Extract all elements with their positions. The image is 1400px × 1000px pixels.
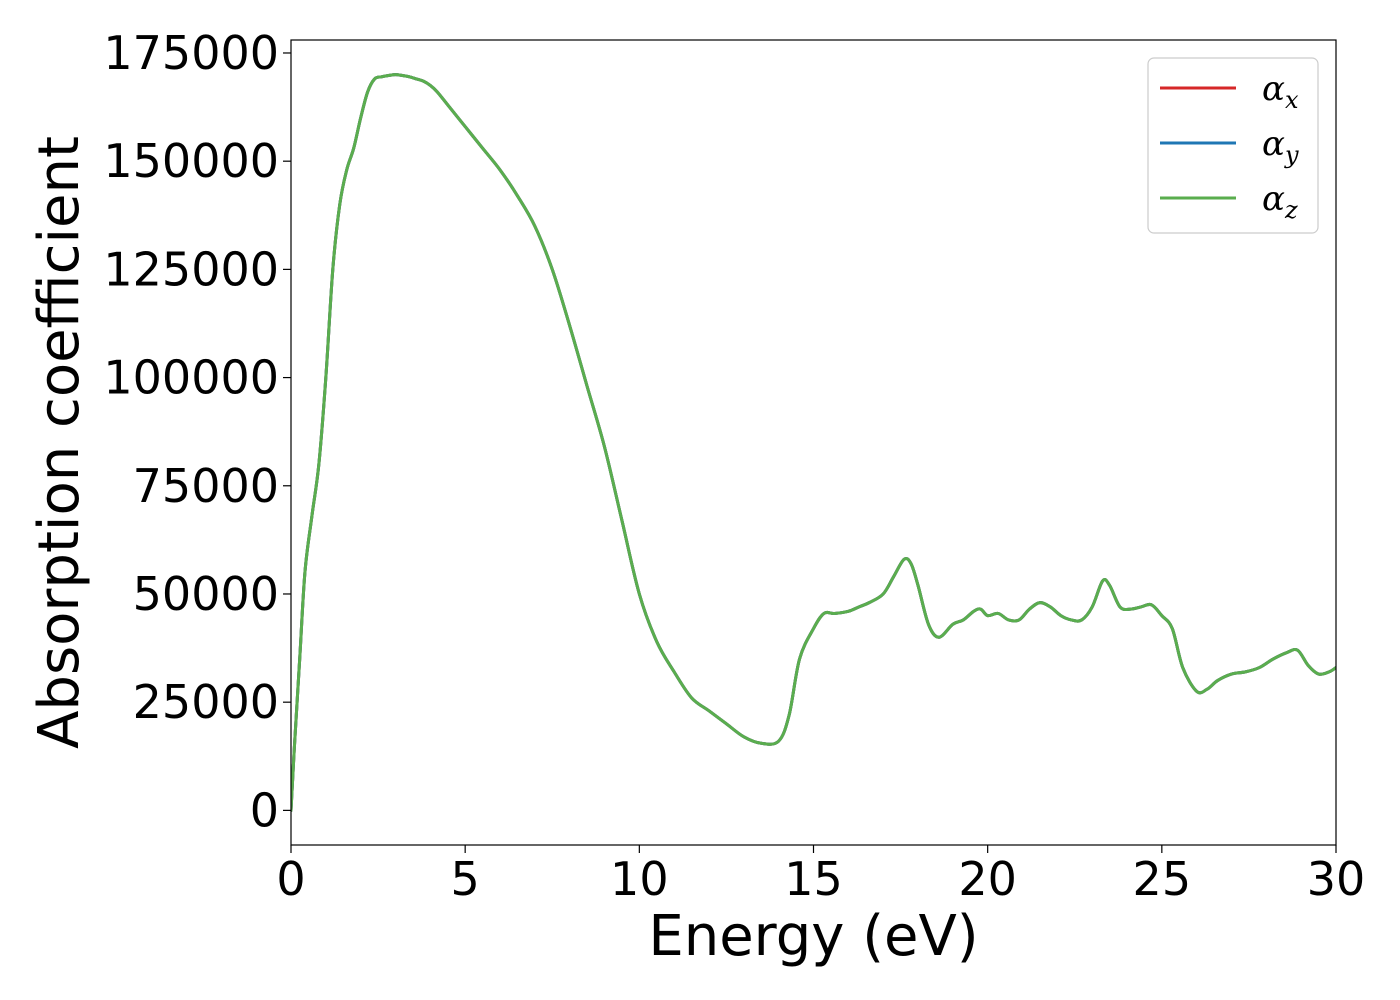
x-axis-title: Energy (eV) — [648, 904, 978, 969]
x-tick-label: 10 — [610, 852, 669, 906]
legend-label-alpha-x: αx — [1262, 69, 1299, 114]
x-tick-label: 30 — [1307, 852, 1366, 906]
y-tick-label: 175000 — [103, 26, 279, 80]
y-axis-ticks: 0 25000 50000 75000 100000 125000 150000 175000 — [103, 26, 291, 837]
y-tick-label: 125000 — [103, 242, 279, 296]
series-line-alpha-z — [291, 73, 1336, 812]
y-tick-label: 0 — [250, 783, 279, 837]
legend: αx αy αz — [1147, 57, 1319, 234]
series-layer — [291, 73, 1336, 812]
y-tick-label: 50000 — [133, 567, 279, 621]
legend-box — [1147, 57, 1319, 234]
legend-label-alpha-y: αy — [1262, 124, 1299, 169]
y-tick-label: 25000 — [133, 675, 279, 729]
y-tick-label: 100000 — [103, 351, 279, 405]
x-tick-label: 15 — [784, 852, 843, 906]
x-tick-label: 20 — [958, 852, 1017, 906]
x-tick-label: 25 — [1133, 852, 1192, 906]
y-tick-label: 75000 — [133, 459, 279, 513]
y-axis-title: Absorption coefficient — [27, 136, 92, 749]
x-axis-ticks: 0 5 10 15 20 25 30 — [276, 845, 1365, 906]
x-tick-label: 0 — [276, 852, 305, 906]
y-tick-label: 150000 — [103, 134, 279, 188]
legend-label-alpha-z: αz — [1262, 179, 1298, 224]
x-tick-label: 5 — [451, 852, 480, 906]
